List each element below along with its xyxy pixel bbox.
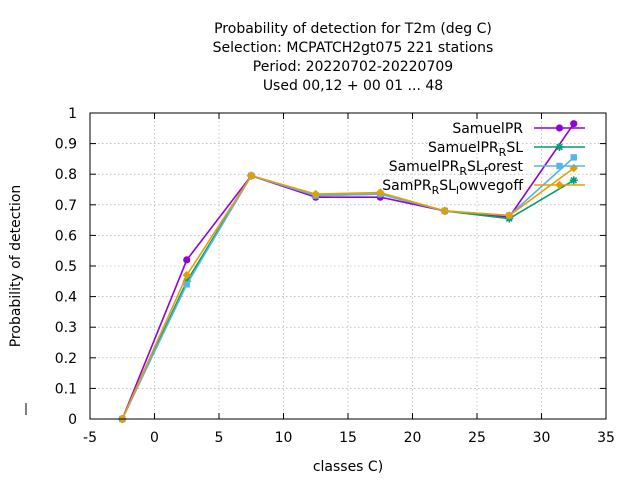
title-line: Selection: MCPATCH2gt075 221 stations: [213, 40, 494, 56]
legend-entry: SamuelPR: [452, 121, 585, 137]
y-tick-label: 0.6: [55, 228, 77, 244]
title-line: Period: 20220702-20220709: [253, 59, 453, 75]
y-tick-label: 0.2: [55, 351, 77, 367]
data-point: [246, 171, 256, 181]
data-point: [569, 176, 578, 185]
x-tick-label: 25: [468, 430, 486, 446]
x-axis-label: classes C): [313, 459, 383, 475]
y-tick-label: 0.4: [55, 290, 77, 306]
legend-label: SamuelPR: [452, 121, 523, 137]
y-tick-label: 0.8: [55, 167, 77, 183]
x-tick-label: 0: [150, 430, 159, 446]
legend-label: SamuelPRRSL: [428, 140, 523, 159]
data-point: [440, 206, 450, 216]
data-point: [182, 270, 192, 280]
data-point: [570, 120, 578, 128]
x-tick-label: -5: [83, 430, 97, 446]
y-tick-label: 0: [68, 412, 77, 428]
legend-entry: SamPRRSLlowvegoff: [382, 178, 585, 197]
series-line: [121, 123, 575, 420]
y-tick-label: 0.1: [55, 381, 77, 397]
legend: SamuelPR SamuelPRRSLSamuelPRRSLforestSamP…: [382, 121, 585, 197]
x-tick-label: 35: [597, 430, 615, 446]
series-layer: [117, 120, 579, 424]
x-tick-label: 20: [404, 430, 422, 446]
data-point: [569, 163, 579, 173]
title-line: Used 00,12 + 00 01 ... 48: [263, 78, 443, 94]
title-line: Probability of detection for T2m (deg C): [214, 21, 492, 37]
legend-entry: SamuelPRRSLforest: [389, 159, 585, 178]
legend-swatch-marker: [555, 143, 564, 151]
y-tick-label: 0.5: [55, 259, 77, 275]
y-tick-label: 0.3: [55, 320, 77, 336]
x-tick-label: 15: [339, 430, 357, 446]
x-tick-label: 10: [275, 430, 293, 446]
series-line: [121, 167, 575, 420]
y-tick-label: 1: [68, 106, 77, 122]
legend-label: SamPRRSLlowvegoff: [382, 178, 523, 197]
legend-swatch-marker: [556, 162, 563, 170]
legend-entry: SamuelPRRSL: [428, 140, 585, 159]
star-stroke: [570, 176, 578, 184]
y-tick-label: 0.7: [55, 198, 77, 214]
chart-title: Probability of detection for T2m (deg C)…: [213, 21, 494, 94]
legend-swatch-marker: [555, 180, 564, 190]
y-tick-label: 0.9: [55, 137, 77, 153]
x-tick-label: 5: [215, 430, 224, 446]
data-point: [311, 189, 321, 199]
data-point: [375, 188, 385, 197]
data-point: [183, 281, 190, 288]
series-4: [117, 163, 579, 424]
legend-label: SamuelPRRSLforest: [389, 159, 524, 178]
data-point: [570, 154, 577, 161]
grid: [90, 113, 606, 419]
y-axis-label: Probability of detection: [8, 185, 24, 348]
x-tick-label: 30: [533, 430, 551, 446]
legend-swatch-marker: [555, 124, 564, 132]
star-stroke: [556, 143, 563, 151]
data-point: [504, 211, 514, 220]
data-point: [183, 256, 191, 264]
ticks: -5 0 5 10 15 20 25 30 35 0 0.1 0.2 0.3 0.4 0.5 0.6 0.7 0.…: [55, 106, 615, 446]
